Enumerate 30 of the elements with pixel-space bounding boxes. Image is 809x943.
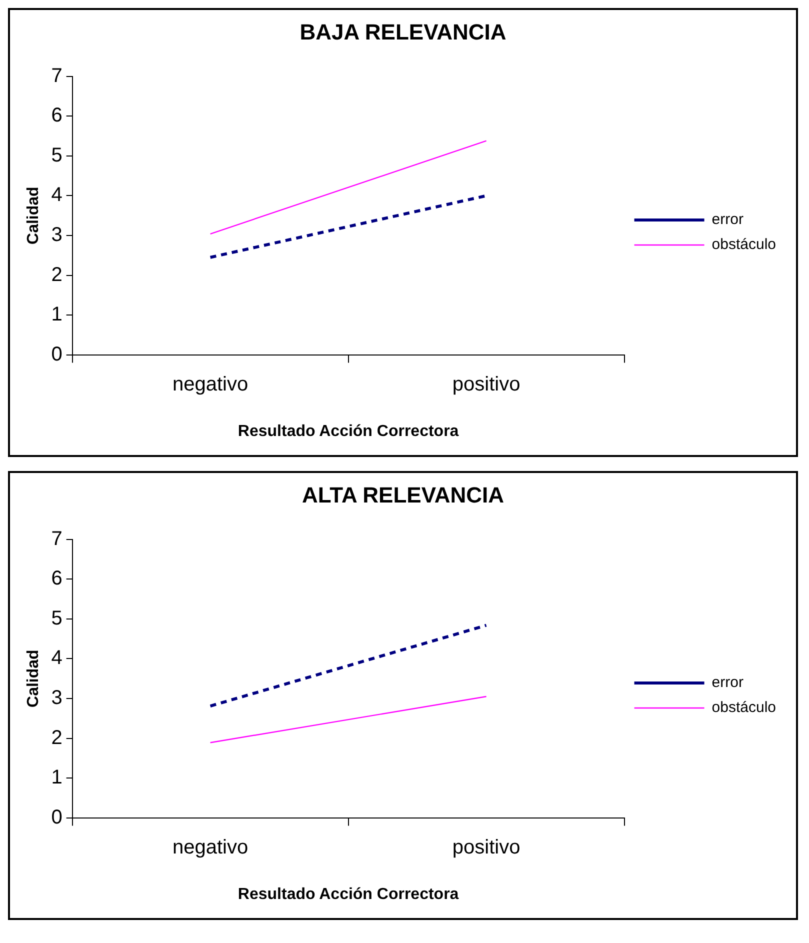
y-axis-title: Calidad xyxy=(25,650,42,708)
legend-label: obstáculo xyxy=(712,236,776,254)
chart-title: ALTA RELEVANCIA xyxy=(302,482,504,508)
y-tick-label: 2 xyxy=(51,726,62,749)
y-tick-label: 4 xyxy=(51,647,62,670)
legend-label: error xyxy=(712,674,744,692)
y-tick-label: 1 xyxy=(51,304,62,326)
x-tick-label: positivo xyxy=(452,373,520,396)
y-tick-label: 4 xyxy=(51,184,62,206)
y-tick-label: 6 xyxy=(51,104,62,127)
legend-label: error xyxy=(712,211,744,228)
y-tick-label: 3 xyxy=(51,687,62,709)
y-tick-label: 5 xyxy=(51,144,62,166)
y-tick-label: 0 xyxy=(51,806,62,828)
y-tick-label: 0 xyxy=(51,343,62,366)
y-tick-label: 5 xyxy=(51,607,62,630)
x-axis-title: Resultado Acción Correctora xyxy=(238,886,459,903)
x-tick-label: positivo xyxy=(452,836,520,858)
y-tick-label: 1 xyxy=(51,766,62,789)
y-axis-title: Calidad xyxy=(25,186,42,244)
y-tick-label: 7 xyxy=(51,528,62,550)
x-tick-label: negativo xyxy=(172,836,248,858)
y-tick-label: 7 xyxy=(51,64,62,87)
chart-title: BAJA RELEVANCIA xyxy=(300,19,506,44)
legend-label: obstáculo xyxy=(712,699,776,716)
x-tick-label: negativo xyxy=(172,373,248,396)
x-axis-title: Resultado Acción Correctora xyxy=(238,422,459,440)
y-tick-label: 2 xyxy=(51,264,62,286)
y-tick-label: 3 xyxy=(51,224,62,246)
y-tick-label: 6 xyxy=(51,568,62,590)
